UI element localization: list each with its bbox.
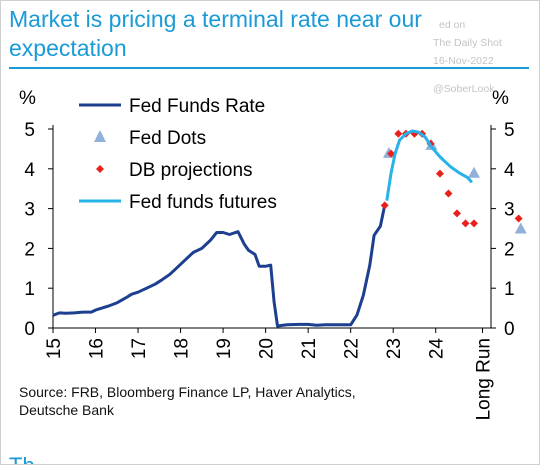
legend-label-fed-dots: Fed Dots <box>129 128 206 149</box>
x-tick-label: 22 <box>342 338 363 359</box>
legend-label-fed-funds-rate: Fed Funds Rate <box>129 96 265 117</box>
db-projections-point <box>387 149 396 158</box>
fed-funds-rate-line <box>52 205 387 328</box>
legend-swatch-db-projections <box>96 165 104 173</box>
watermark-line2: The Daily Shot <box>433 37 502 49</box>
y-tick-label-left: 5 <box>24 120 35 141</box>
y-tick-label-left: 2 <box>24 239 35 260</box>
x-tick-label: 20 <box>257 338 278 359</box>
title-divider <box>9 67 529 69</box>
legend-label-db-projections: DB projections <box>129 160 253 181</box>
y-axis-label-left: % <box>19 88 36 109</box>
x-tick-label: 16 <box>87 338 108 359</box>
source-note: Source: FRB, Bloomberg Finance LP, Haver… <box>19 384 356 418</box>
db-projections-point <box>435 169 444 178</box>
fed-funds-futures-line <box>385 129 474 201</box>
y-tick-label-right: 5 <box>504 120 515 141</box>
db-projections-point <box>444 189 453 198</box>
watermark-line3: 16-Nov-2022 <box>433 55 494 67</box>
y-tick-label-left: 4 <box>24 160 35 181</box>
y-tick-label-right: 2 <box>504 239 515 260</box>
y-tick-label-right: 1 <box>504 279 515 300</box>
legend-swatch-fed-dots <box>94 130 106 142</box>
db-projections-point <box>452 209 461 218</box>
x-tick-label: 24 <box>427 338 448 360</box>
y-tick-label-right: 0 <box>504 319 515 340</box>
db-projections-point <box>394 129 403 138</box>
x-tick-label: 19 <box>214 338 235 359</box>
x-tick-label: 18 <box>172 338 193 359</box>
y-tick-label-right: 3 <box>504 200 515 221</box>
x-tick-label: Long Run <box>473 338 494 420</box>
y-tick-label-left: 3 <box>24 200 35 221</box>
x-tick-label: 15 <box>44 338 65 359</box>
db-projections-point <box>461 219 470 228</box>
x-tick-label: 23 <box>384 338 405 359</box>
chart-title: Market is pricing a terminal rate near o… <box>9 6 422 61</box>
y-axis-label-right: % <box>492 88 509 109</box>
y-tick-label-right: 4 <box>504 160 515 181</box>
db-projections-point <box>469 219 478 228</box>
cut-off-text: Th <box>9 453 529 464</box>
x-tick-label: 17 <box>129 338 150 359</box>
watermark-handle: @SoberLook <box>433 83 495 95</box>
db-projections-point <box>514 214 523 223</box>
x-tick-label: 21 <box>299 338 320 359</box>
fed-dots-point <box>514 222 527 234</box>
y-tick-label-left: 1 <box>24 279 35 300</box>
legend-label-fed-funds-futures: Fed funds futures <box>129 192 277 213</box>
y-tick-label-left: 0 <box>24 319 35 340</box>
fed-dots-point <box>467 166 480 178</box>
watermark-line1: ed on <box>439 19 466 31</box>
db-projections-point <box>380 201 389 210</box>
